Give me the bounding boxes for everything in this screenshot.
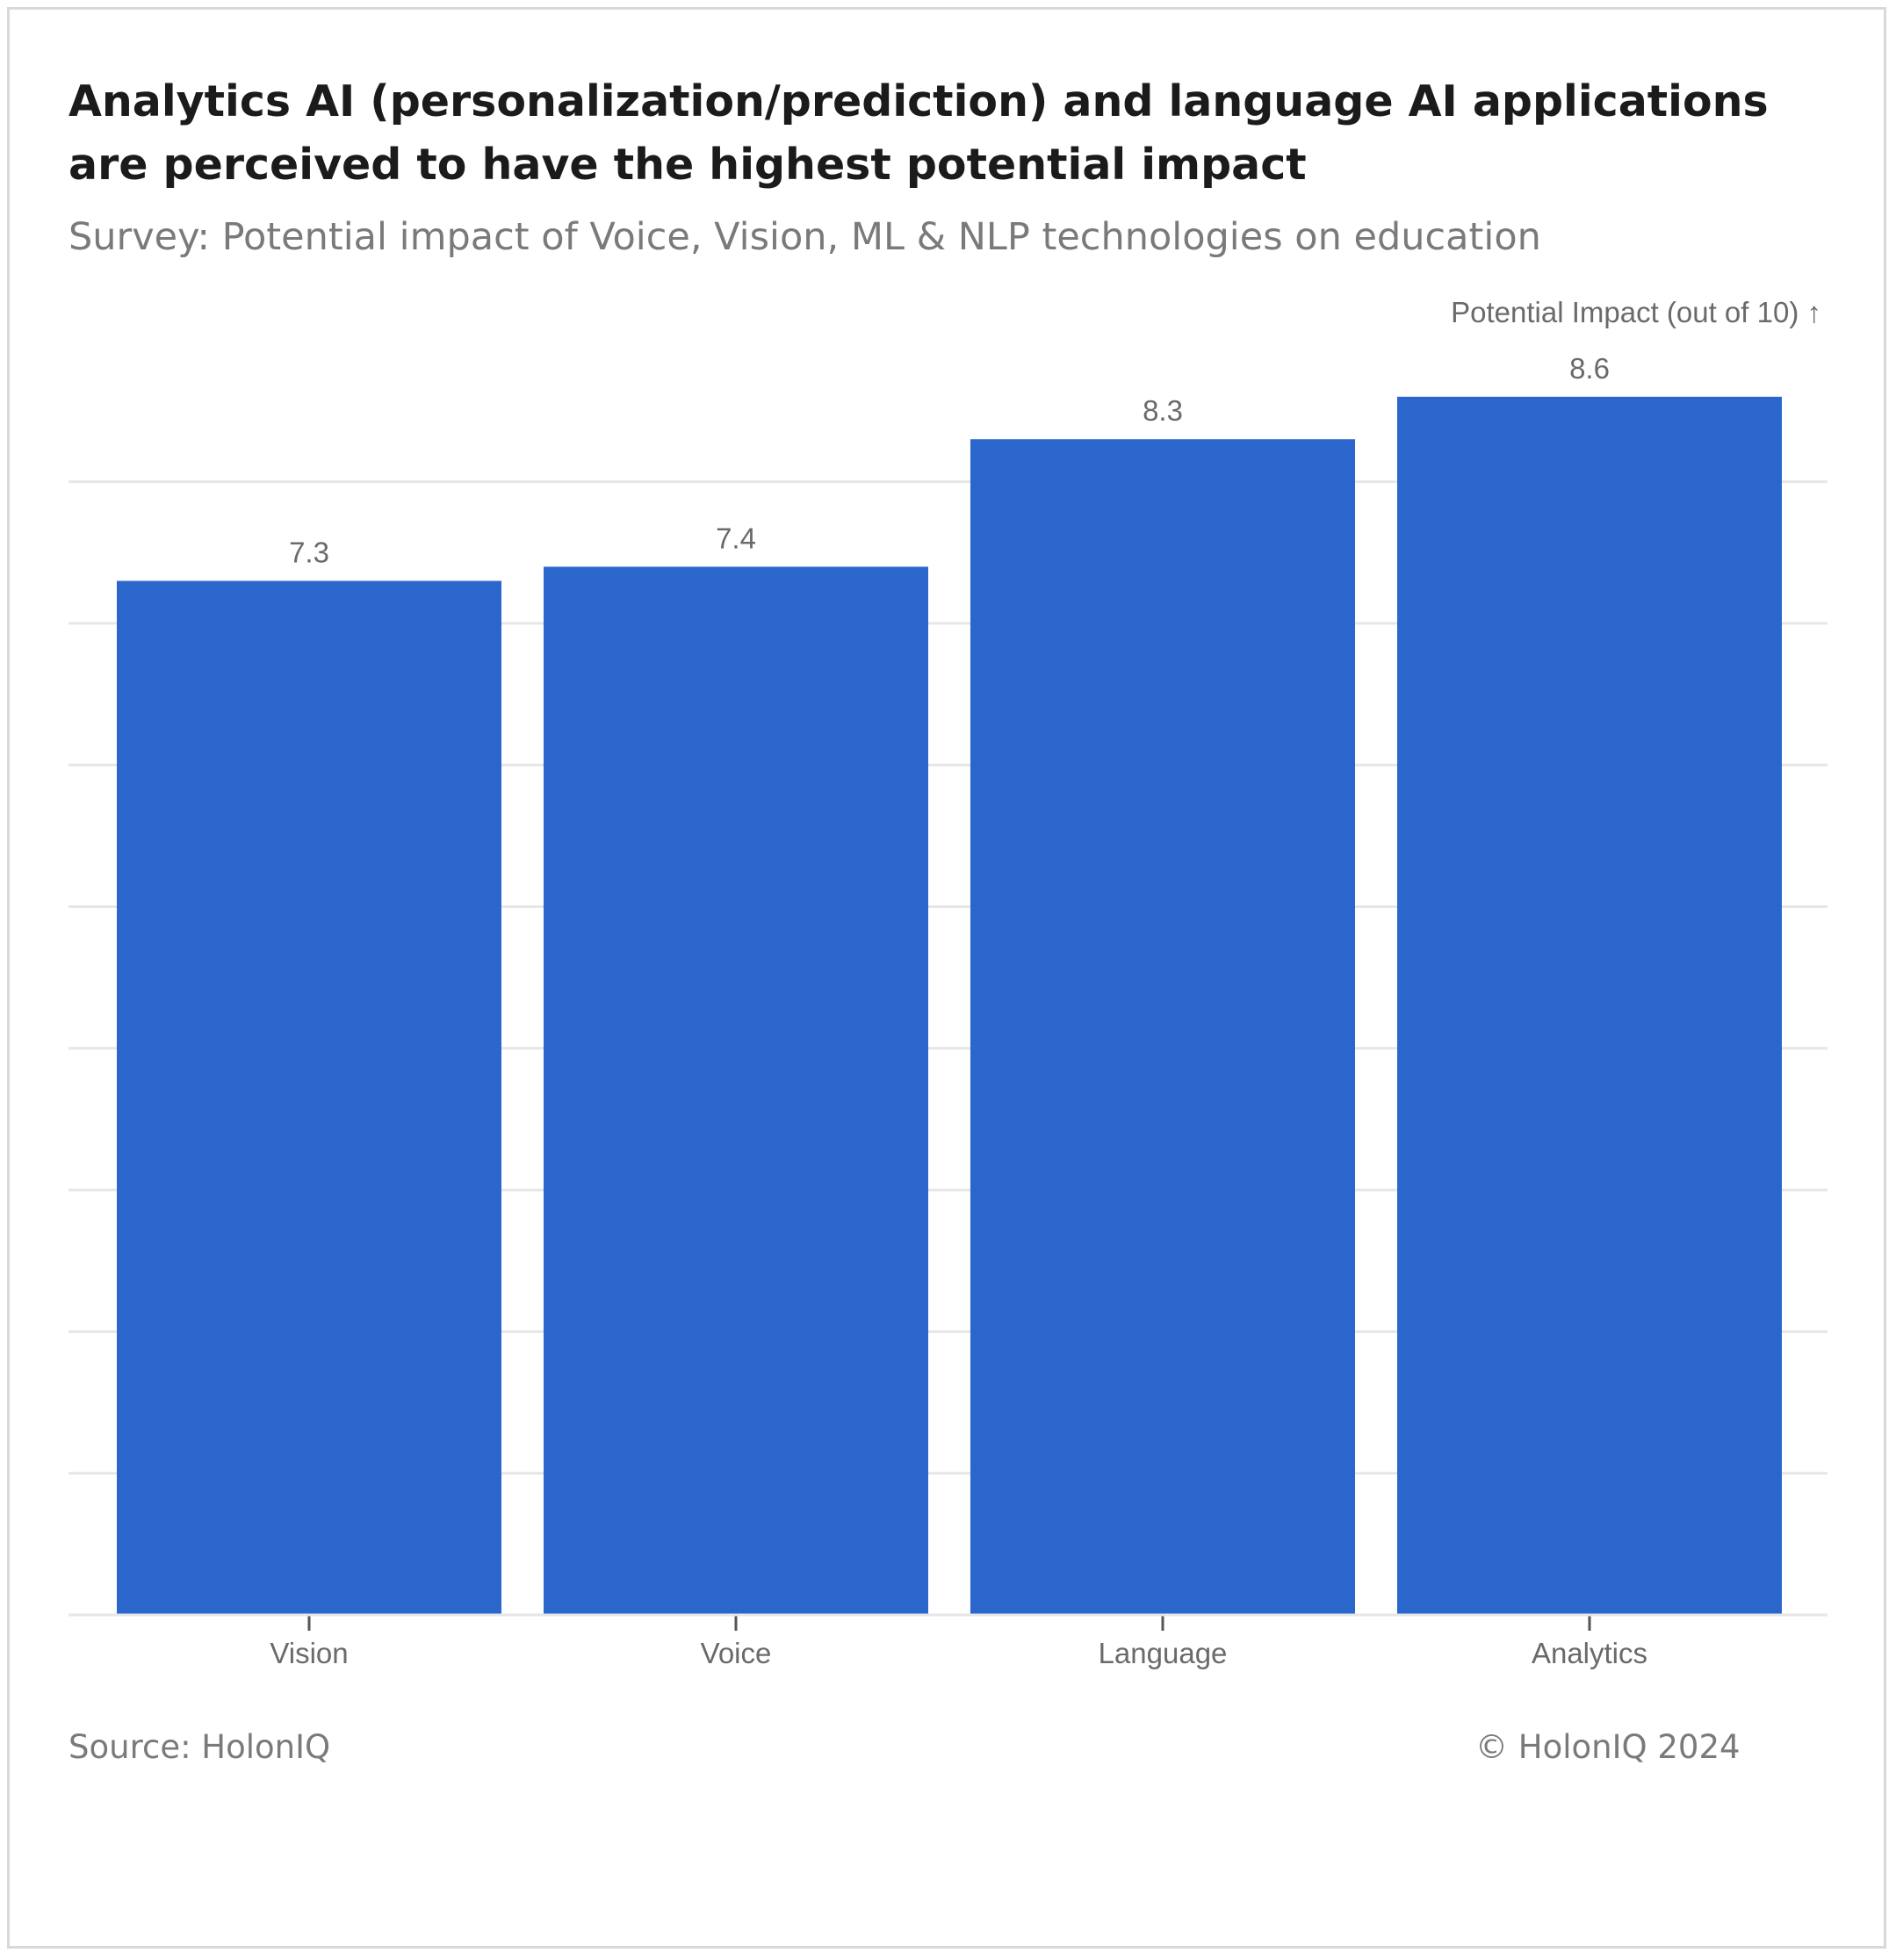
x-axis: Vision Voice Language Analytics: [68, 1613, 1828, 1669]
chart-title: Analytics AI (personalization/prediction…: [68, 76, 1769, 190]
category-label-vision: Vision: [270, 1637, 348, 1669]
value-labels: 7.3 7.4 8.3 8.6: [289, 352, 1610, 569]
bar-language[interactable]: [970, 439, 1355, 1616]
bar-analytics[interactable]: [1397, 396, 1782, 1615]
copyright-note: © HolonIQ 2024: [1475, 1728, 1741, 1766]
y-axis-label: Potential Impact (out of 10) ↑: [1451, 296, 1821, 328]
value-label-language: 8.3: [1143, 394, 1183, 427]
value-label-vision: 7.3: [289, 537, 329, 569]
bar-voice[interactable]: [544, 566, 928, 1615]
category-label-analytics: Analytics: [1532, 1637, 1647, 1669]
source-note: Source: HolonIQ: [68, 1728, 331, 1766]
chart-subtitle: Survey: Potential impact of Voice, Visio…: [68, 215, 1541, 259]
value-label-analytics: 8.6: [1569, 352, 1610, 385]
category-label-language: Language: [1099, 1637, 1228, 1669]
bars: [117, 396, 1782, 1616]
bar-vision[interactable]: [117, 580, 501, 1615]
category-label-voice: Voice: [701, 1637, 772, 1669]
value-label-voice: 7.4: [716, 522, 756, 554]
